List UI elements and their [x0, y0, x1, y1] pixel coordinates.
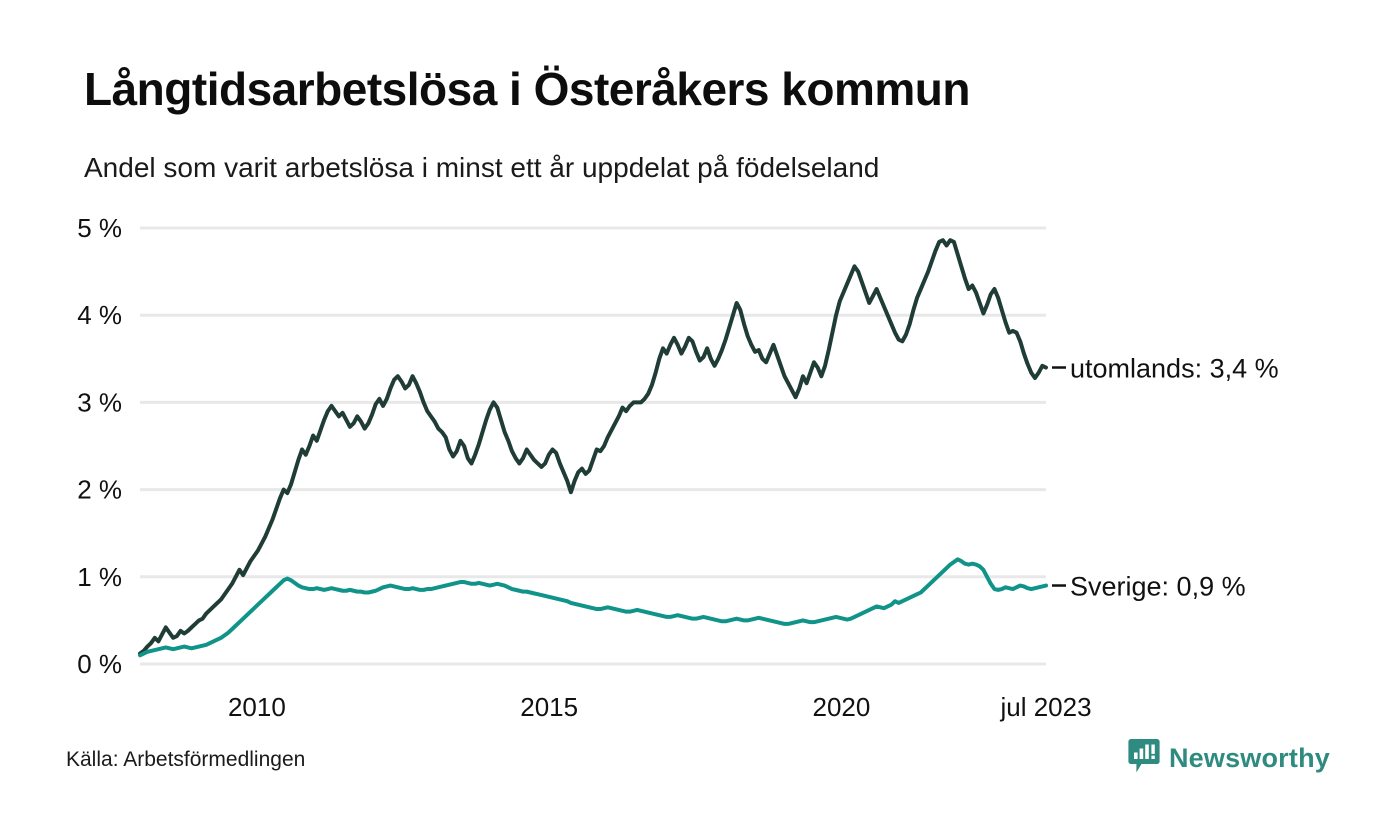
brand-logo: Newsworthy: [1128, 738, 1330, 779]
x-tick-label: 2010: [228, 692, 286, 722]
brand-name: Newsworthy: [1168, 743, 1330, 773]
y-tick-label: 5 %: [77, 213, 122, 243]
x-tick-label: 2020: [812, 692, 870, 722]
chart-subtitle: Andel som varit arbetslösa i minst ett å…: [84, 152, 880, 183]
series-label-utomlands: utomlands: 3,4 %: [1070, 354, 1279, 384]
gridlines: [140, 226, 1046, 666]
y-tick-label: 3 %: [77, 387, 122, 417]
y-axis-tick-labels: 0 % 1 % 2 % 3 % 4 % 5 %: [77, 213, 122, 679]
source-note: Källa: Arbetsförmedlingen: [66, 748, 306, 771]
series-lines: [138, 238, 1048, 658]
x-tick-label: 2015: [520, 692, 578, 722]
series-label-Sverige: Sverige: 0,9 %: [1070, 572, 1246, 602]
y-tick-label: 1 %: [77, 562, 122, 592]
page-title: Långtidsarbetslösa i Österåkers kommun: [84, 63, 970, 115]
series-line-Sverige: [138, 557, 1048, 658]
x-axis-tick-labels: 2010 2015 2020 jul 2023: [228, 692, 1092, 722]
y-tick-label: 2 %: [77, 475, 122, 505]
y-tick-label: 0 %: [77, 649, 122, 679]
series-line-utomlands: [138, 238, 1048, 656]
x-tick-label: jul 2023: [999, 692, 1091, 722]
y-tick-label: 4 %: [77, 300, 122, 330]
series-end-labels: utomlands: 3,4 % Sverige: 0,9 %: [1052, 354, 1279, 602]
newsworthy-bubble-chart-icon: [1128, 738, 1160, 779]
